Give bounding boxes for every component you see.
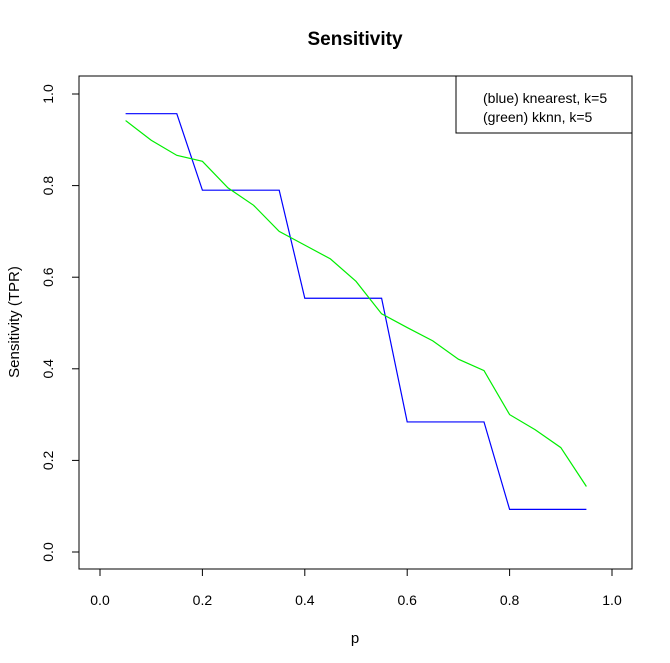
y-axis: 0.0 0.2 0.4 0.6 0.8 1.0 bbox=[40, 84, 80, 562]
y-tick-label: 0.2 bbox=[40, 450, 56, 470]
legend-entry-blue: (blue) knearest, k=5 bbox=[483, 90, 607, 106]
series-line-kknn bbox=[125, 120, 587, 487]
y-tick-label: 0.4 bbox=[40, 359, 56, 379]
x-tick-label: 0.2 bbox=[193, 592, 213, 608]
x-axis: 0.0 0.2 0.4 0.6 0.8 1.0 bbox=[90, 568, 622, 608]
x-tick-label: 0.6 bbox=[397, 592, 417, 608]
y-axis-label: Sensitivity (TPR) bbox=[6, 266, 23, 378]
y-tick-label: 0.6 bbox=[40, 267, 56, 287]
x-tick-label: 0.4 bbox=[295, 592, 315, 608]
series-layer bbox=[125, 113, 587, 511]
y-tick-label: 0.0 bbox=[40, 542, 56, 562]
x-axis-label: p bbox=[351, 630, 359, 647]
x-tick-label: 0.0 bbox=[90, 592, 110, 608]
legend-box bbox=[455, 75, 633, 134]
y-tick-label: 1.0 bbox=[40, 84, 56, 104]
legend-entry-green: (green) kknn, k=5 bbox=[483, 109, 593, 125]
y-tick-label: 0.8 bbox=[40, 176, 56, 196]
legend: (blue) knearest, k=5 (green) kknn, k=5 bbox=[455, 75, 633, 134]
x-tick-label: 1.0 bbox=[602, 592, 622, 608]
x-tick-label: 0.8 bbox=[500, 592, 520, 608]
chart-title: Sensitivity bbox=[307, 29, 402, 50]
